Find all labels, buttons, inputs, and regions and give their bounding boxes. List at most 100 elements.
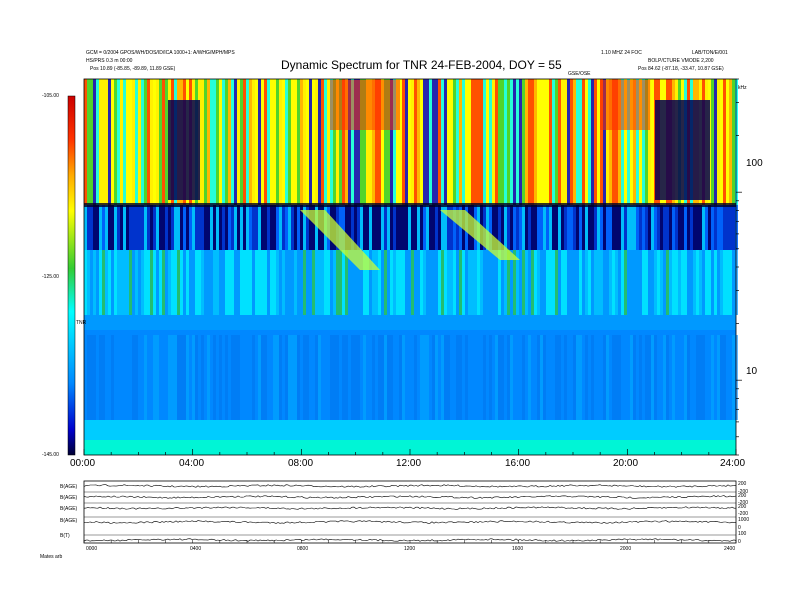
spectrogram-cell bbox=[579, 335, 582, 420]
spectrogram-cell bbox=[87, 250, 90, 315]
spectrogram-cell bbox=[483, 250, 486, 315]
spectrogram-cell bbox=[156, 250, 159, 315]
spectrogram-cell bbox=[498, 79, 501, 205]
spectrogram-cell bbox=[492, 205, 495, 250]
spectrogram-cell bbox=[444, 79, 447, 205]
spectrogram-cell bbox=[153, 79, 156, 205]
spectrogram-cell bbox=[312, 205, 315, 250]
spectrogram-cell bbox=[327, 250, 330, 315]
spectrogram-cell bbox=[93, 79, 96, 205]
spectrogram-cell bbox=[408, 79, 411, 205]
spectrogram-cell bbox=[474, 250, 477, 315]
chart-title: Dynamic Spectrum for TNR 24-FEB-2004, DO… bbox=[281, 58, 562, 72]
spectrogram-cell bbox=[594, 205, 597, 250]
spectrogram-cell bbox=[285, 205, 288, 250]
spectrogram-cell bbox=[312, 79, 315, 205]
spectrogram-cell bbox=[483, 335, 486, 420]
spectrogram-cell bbox=[231, 79, 234, 205]
spectrogram-cell bbox=[243, 250, 246, 315]
spectrogram-cell bbox=[540, 335, 543, 420]
spectrogram-cell bbox=[486, 205, 489, 250]
spectrogram-cell bbox=[411, 250, 414, 315]
spectrogram-cell bbox=[417, 335, 420, 420]
spectrogram-cell bbox=[699, 205, 702, 250]
spectrogram-cell bbox=[126, 250, 129, 315]
spectrogram-cell bbox=[399, 205, 402, 250]
spectrogram-cell bbox=[477, 335, 480, 420]
spectrogram-cell bbox=[285, 79, 288, 205]
spectrogram-cell bbox=[597, 335, 600, 420]
spectrogram-cell bbox=[267, 79, 270, 205]
spectrogram-cell bbox=[579, 79, 582, 205]
spectrogram-cell bbox=[234, 335, 237, 420]
spectrogram-cell bbox=[84, 79, 87, 205]
spectrogram-cell bbox=[507, 250, 510, 315]
spectrogram-cell bbox=[615, 79, 618, 205]
spectrogram-cell bbox=[564, 335, 567, 420]
spectrogram-cell bbox=[489, 205, 492, 250]
spectrogram-cell bbox=[534, 250, 537, 315]
spectrogram-cell bbox=[303, 335, 306, 420]
spectrogram-cell bbox=[324, 250, 327, 315]
spectrogram-cell bbox=[381, 79, 384, 205]
spectrogram-cell bbox=[657, 335, 660, 420]
spectrogram-cell bbox=[420, 205, 423, 250]
spectrogram-cell bbox=[273, 79, 276, 205]
spectrogram-cell bbox=[171, 205, 174, 250]
spectrogram-cell bbox=[168, 250, 171, 315]
spectrogram-cell bbox=[99, 79, 102, 205]
spectrogram-cell bbox=[381, 335, 384, 420]
spectrogram-cell bbox=[306, 250, 309, 315]
spectrogram-cell bbox=[597, 250, 600, 315]
spectrogram-cell bbox=[501, 79, 504, 205]
spectrogram-cell bbox=[411, 205, 414, 250]
spectrogram-cell bbox=[360, 250, 363, 315]
spectrogram-cell bbox=[219, 335, 222, 420]
spectrogram-cell bbox=[606, 250, 609, 315]
spectrogram-cell bbox=[459, 205, 462, 250]
spectrogram-cell bbox=[651, 79, 654, 205]
spectrogram-cell bbox=[273, 250, 276, 315]
spectrogram-cell bbox=[225, 205, 228, 250]
spectrogram-cell bbox=[276, 79, 279, 205]
spectrogram-cell bbox=[579, 205, 582, 250]
spectrogram-cell bbox=[474, 79, 477, 205]
spectrogram-cell bbox=[666, 205, 669, 250]
spectrogram-cell bbox=[405, 335, 408, 420]
spectrogram-cell bbox=[612, 335, 615, 420]
spectrogram-cell bbox=[657, 205, 660, 250]
spectrogram-cell bbox=[678, 335, 681, 420]
spectrogram-cell bbox=[426, 205, 429, 250]
spectrogram-cell bbox=[438, 335, 441, 420]
spectrogram-cell bbox=[732, 335, 735, 420]
spectrogram-cell bbox=[405, 250, 408, 315]
colorbar-tick: -105.00 bbox=[42, 93, 59, 99]
spectrogram-cell bbox=[369, 335, 372, 420]
spectrogram-cell bbox=[222, 79, 225, 205]
spectrogram-cell bbox=[381, 250, 384, 315]
spectrogram-cell bbox=[360, 79, 363, 205]
spectrogram-cell bbox=[447, 79, 450, 205]
spectrogram-cell bbox=[483, 205, 486, 250]
spectrogram-cell bbox=[588, 335, 591, 420]
spectrogram-cell bbox=[492, 250, 495, 315]
spectrogram-cell bbox=[297, 335, 300, 420]
spectrogram-cell bbox=[381, 205, 384, 250]
spectrogram-cell bbox=[582, 250, 585, 315]
spectrogram-cell bbox=[699, 250, 702, 315]
spectrogram-cell bbox=[390, 79, 393, 205]
spectrogram-cell bbox=[144, 205, 147, 250]
spectrogram-cell bbox=[525, 335, 528, 420]
spectrogram-cell bbox=[183, 250, 186, 315]
spectrogram-cell bbox=[570, 335, 573, 420]
spectrogram-cell bbox=[387, 250, 390, 315]
spectrogram-cell bbox=[645, 79, 648, 205]
spectrogram-cell bbox=[207, 79, 210, 205]
spectrogram-cell bbox=[228, 335, 231, 420]
spectrogram-cell bbox=[93, 335, 96, 420]
spectrogram-cell bbox=[480, 79, 483, 205]
header-right-line1: 1.10 MHZ 24 FOC bbox=[601, 50, 642, 56]
spectrogram-cell bbox=[609, 205, 612, 250]
spectrogram-cell bbox=[156, 335, 159, 420]
spectrogram-cell bbox=[264, 205, 267, 250]
